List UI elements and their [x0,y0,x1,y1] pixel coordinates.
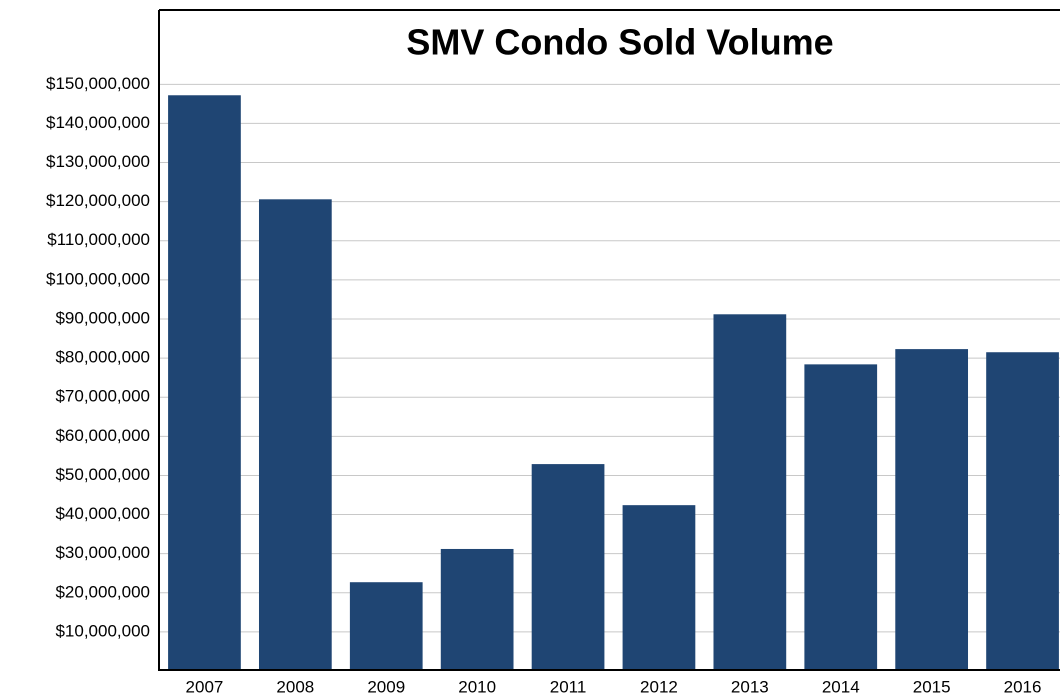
y-tick-label: $100,000,000 [46,269,150,288]
y-tick-label: $20,000,000 [55,582,150,601]
bar [804,364,878,671]
x-tick-label: 2012 [640,677,678,696]
y-tick-label: $50,000,000 [55,465,150,484]
y-tick-label: $40,000,000 [55,504,150,523]
x-tick-label: 2009 [367,677,405,696]
x-tick-label: 2008 [276,677,314,696]
x-tick-label: 2010 [458,677,496,696]
y-tick-label: $130,000,000 [46,152,150,171]
y-tick-label: $120,000,000 [46,191,150,210]
y-tick-label: $110,000,000 [47,230,150,249]
bar [168,95,241,672]
x-tick-label: 2007 [186,677,224,696]
bar [713,314,787,671]
y-tick-label: $10,000,000 [55,621,150,640]
y-tick-label: $70,000,000 [55,387,150,406]
x-tick-label: 2011 [550,677,587,696]
y-tick-label: $150,000,000 [46,74,150,93]
x-tick-label: 2016 [1004,677,1042,696]
y-tick-label: $90,000,000 [55,308,150,327]
bar [531,464,605,671]
x-tick-label: 2015 [913,677,951,696]
bars [168,95,1059,672]
y-tick-label: $30,000,000 [55,543,150,562]
bar [895,349,969,671]
bar [440,548,514,671]
y-tick-label: $60,000,000 [55,426,150,445]
y-tick-label: $140,000,000 [46,113,150,132]
x-tick-label: 2013 [731,677,769,696]
bar [986,352,1059,671]
bar [349,582,423,671]
y-tick-label: $80,000,000 [55,348,150,367]
x-tick-label: 2014 [822,677,860,696]
bar [258,199,332,671]
bar [622,505,696,671]
chart-title: SMV Condo Sold Volume [406,22,833,63]
